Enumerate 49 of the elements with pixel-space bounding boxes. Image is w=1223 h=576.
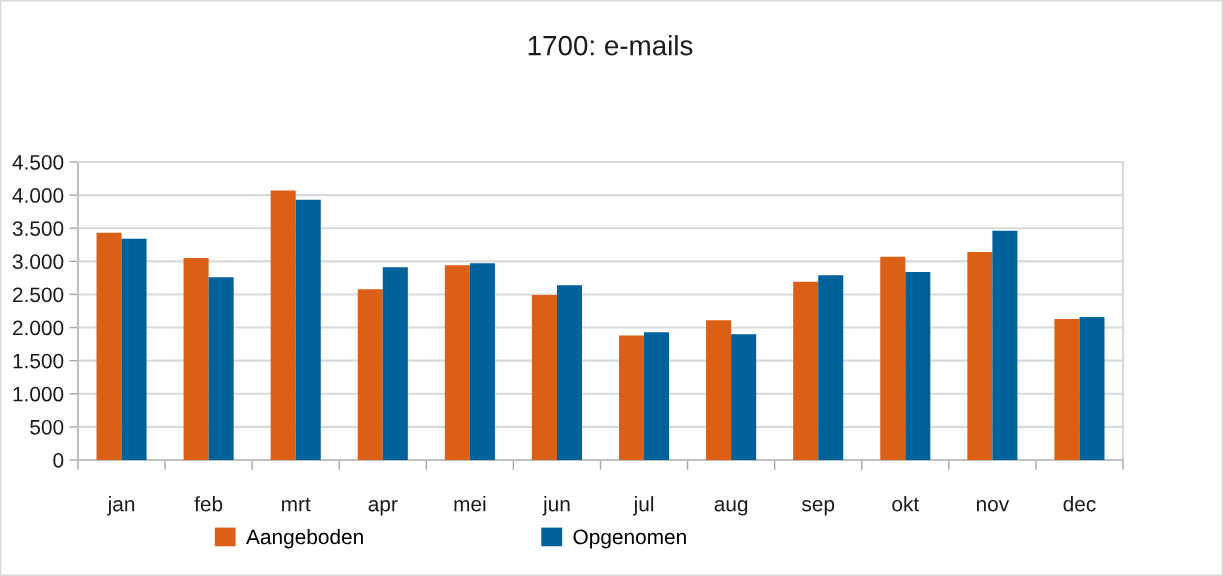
bar xyxy=(619,335,645,460)
y-tick-label: 1.000 xyxy=(13,386,64,402)
bar xyxy=(531,295,557,460)
y-tick-label: 0 xyxy=(53,453,64,468)
bar xyxy=(556,285,582,460)
y-tick-label: 2.500 xyxy=(13,287,64,303)
bar xyxy=(880,256,906,460)
x-tick-label: jul xyxy=(633,496,654,516)
x-tick-label: okt xyxy=(892,496,920,512)
x-tick-label: jun xyxy=(542,496,570,516)
bar xyxy=(644,332,670,460)
bar xyxy=(1054,318,1080,460)
bar xyxy=(295,199,321,460)
x-tick-label: jan xyxy=(107,496,135,516)
bar xyxy=(382,267,408,460)
y-tick-label: 2.000 xyxy=(13,320,64,336)
x-tick-label: feb xyxy=(194,496,223,512)
bar xyxy=(121,238,147,460)
bar xyxy=(208,277,234,460)
bar xyxy=(731,334,757,460)
x-tick-label: mei xyxy=(454,496,486,512)
x-tick-label: sep xyxy=(801,500,835,516)
x-tick-label: apr xyxy=(368,500,398,516)
x-tick-label: mrt xyxy=(282,497,311,512)
y-tick-label: 3.000 xyxy=(12,254,64,270)
bar xyxy=(357,289,383,460)
legend-label: Opgenomen xyxy=(573,529,686,549)
y-tick-label: 4.500 xyxy=(12,155,64,170)
x-tick-label: aug xyxy=(714,500,748,516)
bar xyxy=(967,252,993,460)
bar xyxy=(1079,316,1105,460)
y-tick-label: 4.000 xyxy=(12,188,64,203)
bar xyxy=(818,275,844,460)
bar xyxy=(183,258,209,460)
x-tick-label: nov xyxy=(976,500,1010,512)
bar xyxy=(270,190,296,460)
legend-label: Aangeboden xyxy=(246,528,363,549)
bar xyxy=(444,265,470,460)
bar xyxy=(793,281,819,460)
bar xyxy=(96,232,122,460)
chart-title: 1700: e-mails xyxy=(528,35,693,56)
y-tick-label: 500 xyxy=(30,419,64,435)
bar xyxy=(992,230,1018,460)
x-tick-label: dec xyxy=(1063,496,1096,512)
y-tick-label: 3.500 xyxy=(12,221,64,236)
bar xyxy=(469,263,495,460)
y-tick-label: 1.500 xyxy=(13,353,64,369)
bar xyxy=(905,271,931,460)
bar xyxy=(706,320,732,460)
